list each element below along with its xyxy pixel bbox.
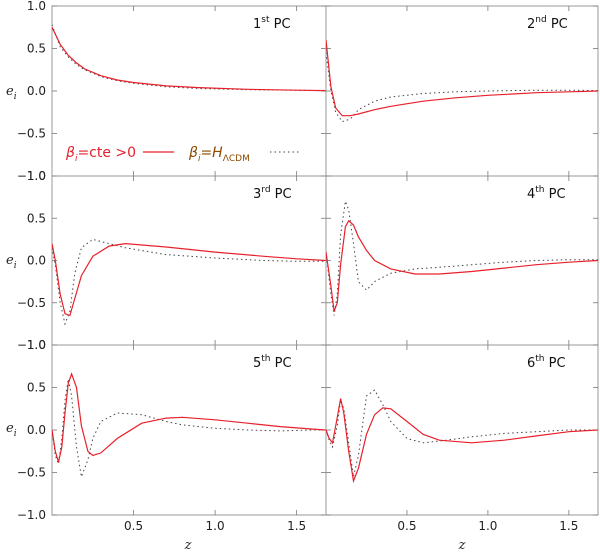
panel-label: 5th PC <box>253 354 292 371</box>
panel-label: 4th PC <box>527 185 566 202</box>
x-tick-label: 0.5 <box>124 519 143 533</box>
x-tick-label: 1.5 <box>559 519 578 533</box>
y-tick-label: −0.5 <box>17 466 46 480</box>
y-tick-label: −1.0 <box>17 338 46 352</box>
series-cte-line <box>326 398 598 484</box>
y-axis-label-row3: ei <box>6 421 17 439</box>
y-tick-label: 1.0 <box>27 169 46 183</box>
y-tick-label: −0.5 <box>17 296 46 310</box>
y-tick-label: −0.5 <box>17 127 46 141</box>
panel-label: 6th PC <box>527 354 566 371</box>
series-cte-line <box>326 219 598 312</box>
ticks-layer: −1.0−0.50.00.51.0−1.0−0.50.00.51.0−1.0−0… <box>17 0 579 533</box>
panel-4: 4th PC <box>325 175 599 346</box>
y-tick-label: −1.0 <box>17 169 46 183</box>
series-hlambda-line <box>52 378 326 479</box>
panel-label: 2nd PC <box>527 15 568 32</box>
series-cte-line <box>52 27 326 92</box>
y-tick-label: 1.0 <box>27 338 46 352</box>
y-axis-label-row1: ei <box>6 84 17 102</box>
panel-3: 3rd PC <box>51 175 327 346</box>
x-axis-label-right: z <box>458 538 466 553</box>
series-cte-line <box>52 242 326 317</box>
y-tick-label: 0.0 <box>27 254 46 268</box>
x-tick-label: 1.0 <box>478 519 497 533</box>
x-axis-label-left: z <box>184 538 192 553</box>
legend-dotted-label: βi=HΛCDM <box>188 145 250 164</box>
series-hlambda-line <box>52 238 326 326</box>
panel-2: 2nd PC <box>325 5 599 177</box>
y-tick-label: 0.5 <box>27 211 46 225</box>
panel-5: 5th PC <box>51 344 327 516</box>
panel-6: 6th PC <box>325 344 599 516</box>
x-tick-label: 0.5 <box>397 519 416 533</box>
series-cte-line <box>326 39 598 117</box>
y-tick-label: 0.5 <box>27 42 46 56</box>
x-tick-label: 1.0 <box>206 519 225 533</box>
legend-solid-label: βi=cte >0 <box>65 145 136 164</box>
x-tick-label: 1.5 <box>287 519 306 533</box>
legend: βi=cte >0 βi=HΛCDM <box>65 145 300 164</box>
y-tick-label: 0.0 <box>27 84 46 98</box>
panels-layer: 1st PC 2nd PC 3rd PC 4th PC 5th PC 6th PC <box>51 5 599 516</box>
y-tick-label: 0.5 <box>27 381 46 395</box>
y-tick-label: 1.0 <box>27 0 46 13</box>
y-axis-label-row2: ei <box>6 253 17 271</box>
y-tick-label: −1.0 <box>17 508 46 522</box>
y-tick-label: 0.0 <box>27 423 46 437</box>
panel-label: 3rd PC <box>253 185 292 202</box>
series-hlambda-line <box>326 199 598 316</box>
panel-label: 1st PC <box>253 15 291 32</box>
series-hlambda-line <box>326 389 598 477</box>
series-hlambda-line <box>52 24 326 92</box>
series-cte-line <box>52 372 326 463</box>
